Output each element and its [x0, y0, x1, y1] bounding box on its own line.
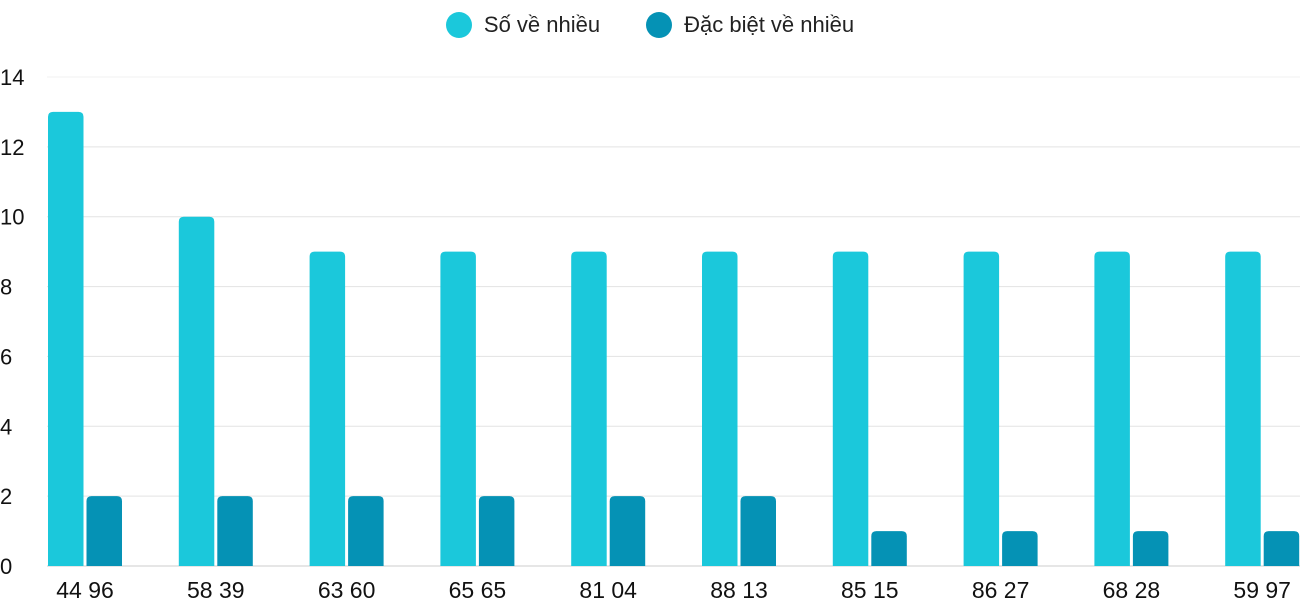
bar-series-1 [571, 251, 607, 566]
bar-series-1 [702, 251, 738, 566]
legend: Số về nhiều Đặc biệt về nhiều [0, 12, 1300, 38]
bar-series-1 [1094, 251, 1130, 566]
bar-series-2 [1002, 531, 1038, 566]
legend-item-series-2[interactable]: Đặc biệt về nhiều [646, 12, 854, 38]
bar-series-1 [832, 251, 869, 566]
bar-series-2 [1132, 531, 1169, 566]
x-tick-label: 86 27 [972, 577, 1030, 600]
y-tick-label: 6 [0, 344, 12, 369]
bar-series-2 [348, 496, 384, 566]
bar-series-2 [478, 496, 515, 566]
y-tick-label: 12 [0, 135, 24, 160]
y-tick-label: 2 [0, 484, 12, 509]
x-tick-label: 58 39 [187, 577, 245, 600]
x-tick-label: 81 04 [579, 577, 637, 600]
bar-series-1 [440, 251, 476, 566]
bar-series-1 [309, 251, 346, 566]
bar-series-2 [871, 531, 907, 566]
bar-series-2 [740, 496, 776, 566]
y-tick-label: 14 [0, 65, 24, 90]
y-tick-label: 8 [0, 275, 12, 300]
legend-label-series-1: Số về nhiều [483, 12, 601, 37]
x-tick-label: 65 65 [449, 577, 507, 600]
x-tick-label: 59 97 [1233, 577, 1291, 600]
bar-series-2 [609, 496, 646, 566]
x-tick-label: 68 28 [1103, 577, 1161, 600]
bar-series-2 [86, 496, 122, 566]
legend-label-series-2: Đặc biệt về nhiều [684, 12, 855, 37]
y-tick-label: 10 [0, 205, 24, 230]
y-tick-label: 4 [0, 414, 12, 439]
bar-series-2 [1263, 531, 1300, 566]
bar-series-2 [217, 496, 253, 566]
legend-swatch-series-1 [445, 12, 472, 38]
legend-swatch-series-2 [646, 12, 673, 38]
bar-series-1 [48, 111, 84, 566]
x-tick-label: 85 15 [841, 577, 899, 600]
bar-series-1 [178, 216, 215, 566]
bar-series-1 [963, 251, 1000, 566]
x-tick-label: 88 13 [710, 577, 768, 600]
y-tick-label: 0 [0, 554, 12, 579]
x-tick-label: 63 60 [318, 577, 376, 600]
x-tick-label: 44 96 [56, 577, 114, 600]
bar-series-1 [1225, 251, 1261, 566]
legend-item-series-1[interactable]: Số về nhiều [445, 12, 601, 38]
